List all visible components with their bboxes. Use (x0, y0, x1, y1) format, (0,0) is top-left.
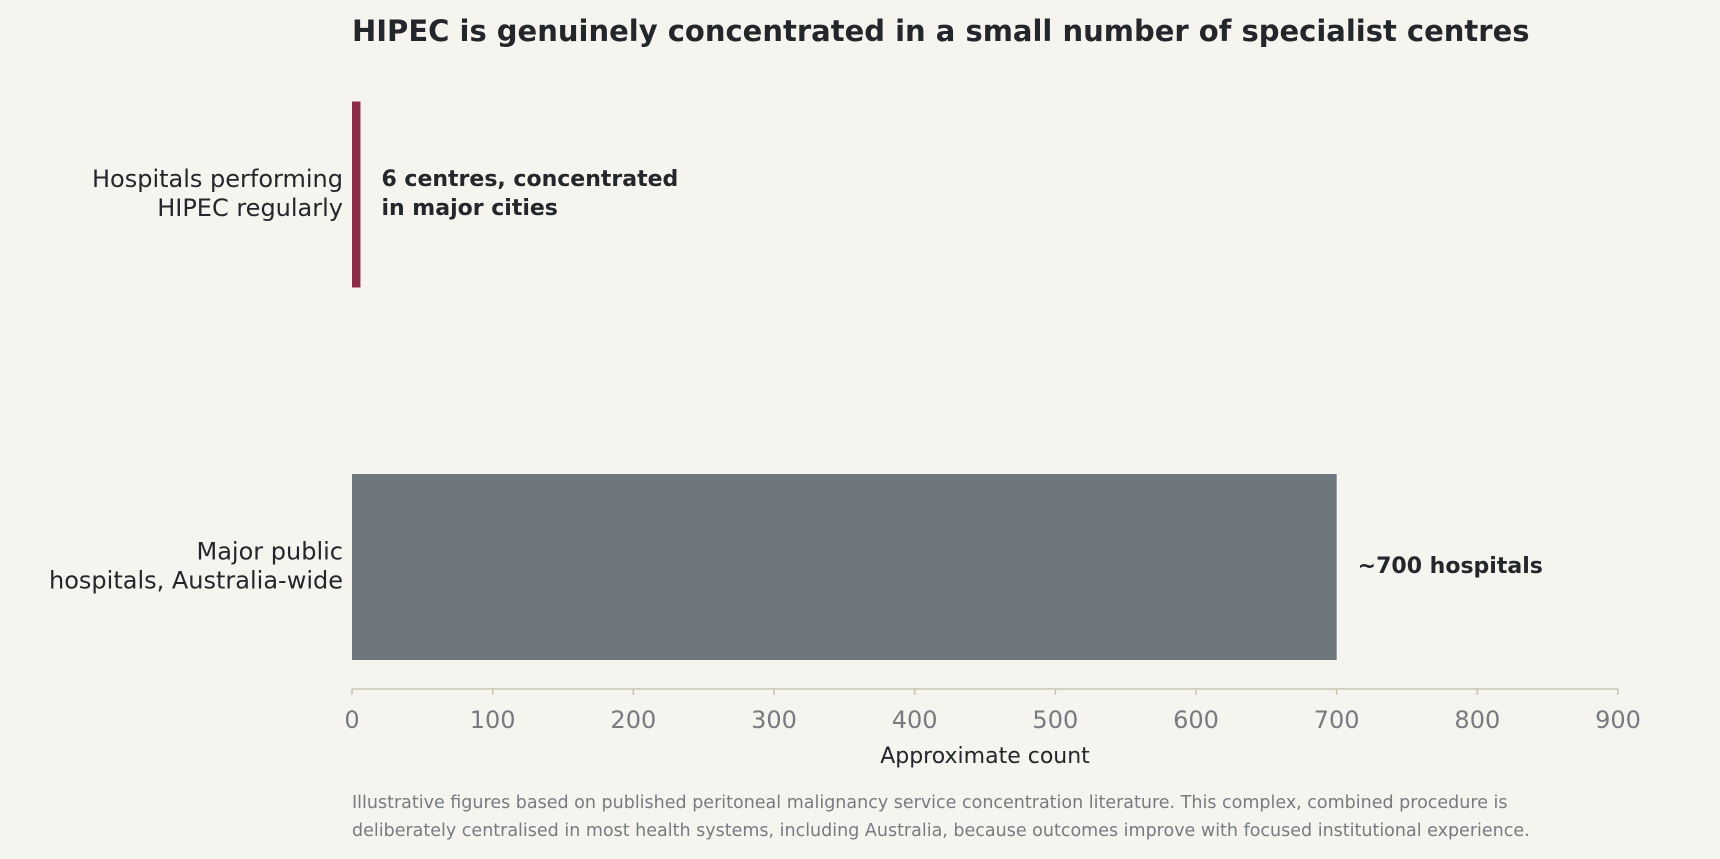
bar (352, 101, 361, 288)
chart-title: HIPEC is genuinely concentrated in a sma… (352, 14, 1530, 48)
x-tick-label: 600 (1173, 706, 1219, 734)
x-tick-label: 800 (1454, 706, 1500, 734)
x-tick-label: 900 (1595, 706, 1641, 734)
x-tick-label: 300 (751, 706, 797, 734)
x-tick-label: 100 (470, 706, 516, 734)
value-label: ~700 hospitals (1358, 554, 1543, 579)
x-tick-label: 0 (344, 706, 359, 734)
y-tick-label: Hospitals performing HIPEC regularly (92, 165, 343, 222)
x-tick-label: 500 (1032, 706, 1078, 734)
value-label: 6 centres, concentrated in major cities (381, 167, 678, 221)
x-tick-label: 400 (892, 706, 938, 734)
x-axis-label: Approximate count (880, 744, 1090, 769)
bar (352, 474, 1337, 660)
x-tick-label: 200 (610, 706, 656, 734)
y-tick-label: Major public hospitals, Australia-wide (49, 538, 343, 595)
x-tick-label: 700 (1314, 706, 1360, 734)
footnote: Illustrative figures based on published … (352, 793, 1530, 841)
